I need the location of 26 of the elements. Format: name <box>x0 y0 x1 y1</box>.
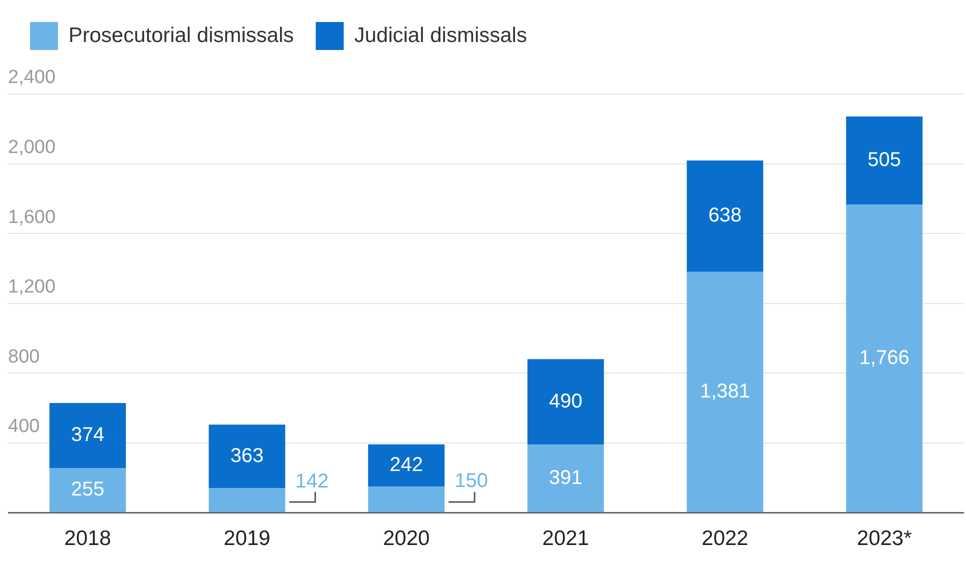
y-tick-label: 1,600 <box>8 206 56 228</box>
x-tick-label: 2020 <box>382 527 430 550</box>
y-tick-label: 1,200 <box>8 276 56 298</box>
data-label: 142 <box>295 470 329 493</box>
x-tick-label: 2023* <box>856 527 912 550</box>
x-tick-label: 2019 <box>224 527 270 550</box>
y-tick-label: 2,000 <box>8 137 56 158</box>
y-tick-label: 800 <box>8 346 40 368</box>
data-label: 374 <box>70 424 104 446</box>
data-label: 1,381 <box>700 380 750 402</box>
data-label: 391 <box>548 466 582 489</box>
data-label: 1,766 <box>859 346 910 369</box>
data-label: 490 <box>548 390 582 412</box>
data-label: 242 <box>390 454 424 476</box>
data-label: 638 <box>708 204 742 227</box>
legend-label: Judicial dismissals <box>354 24 527 47</box>
y-tick-label: 400 <box>8 416 40 438</box>
data-label: 150 <box>454 470 488 492</box>
y-tick-label: 2,400 <box>8 67 56 88</box>
data-label: 363 <box>230 444 264 467</box>
data-label: 255 <box>70 478 104 501</box>
x-tick-label: 2021 <box>542 527 590 550</box>
x-tick-label: 2018 <box>64 527 112 550</box>
legend-label: Prosecutorial dismissals <box>68 24 294 47</box>
x-tick-label: 2022 <box>702 527 748 550</box>
data-label: 505 <box>868 149 902 172</box>
